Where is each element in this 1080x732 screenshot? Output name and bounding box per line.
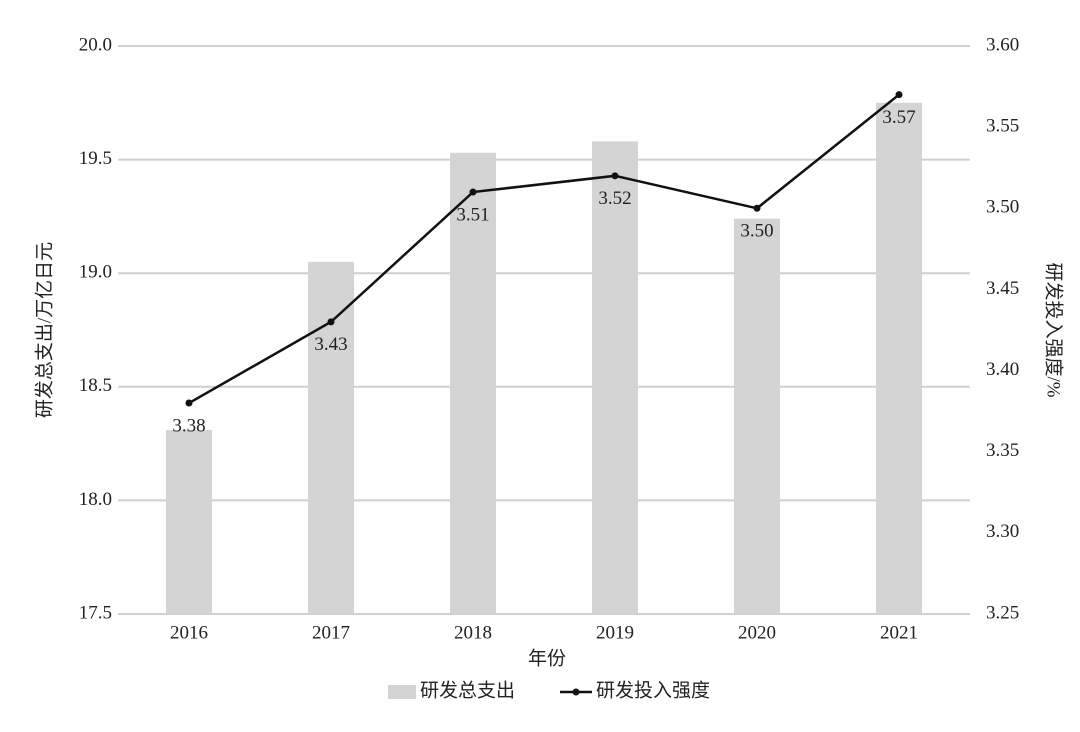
point (895, 91, 903, 99)
y2-tick-label: 3.50 (986, 197, 1019, 218)
legend-label: 研发总支出 (420, 679, 515, 701)
bar (734, 218, 780, 614)
x-tick-label: 2021 (880, 622, 918, 643)
point (185, 399, 193, 407)
point (611, 172, 619, 180)
y2-tick-label: 3.30 (986, 521, 1019, 542)
x-tick-label: 2018 (454, 622, 492, 643)
x-tick-label: 2017 (312, 622, 350, 643)
y2-tick-label: 3.40 (986, 359, 1019, 380)
line (188, 93, 900, 405)
y-tick-label: 20.0 (79, 34, 112, 55)
y2-axis-title: 研发投入强度/% (1043, 262, 1065, 397)
data-label: 3.43 (314, 334, 347, 355)
legend-label: 研发投入强度 (596, 679, 710, 701)
bar (308, 261, 354, 614)
x-tick-label: 2016 (170, 622, 208, 643)
bar (876, 102, 922, 615)
data-label: 3.38 (172, 415, 205, 436)
x-axis-title: 年份 (528, 647, 566, 669)
y-tick-label: 19.5 (79, 148, 112, 169)
point (753, 204, 761, 212)
y-tick-label: 17.5 (79, 602, 112, 623)
y2-tick-label: 3.35 (986, 440, 1019, 461)
data-label: 3.51 (456, 204, 489, 225)
y2-tick-label: 3.55 (986, 116, 1019, 137)
y-tick-label: 19.0 (79, 262, 112, 283)
bar (166, 429, 212, 614)
y2-tick-label: 3.25 (986, 602, 1019, 623)
y-tick-label: 18.5 (79, 375, 112, 396)
x-tick-label: 2019 (596, 622, 634, 643)
bar (592, 141, 638, 614)
legend-swatch-point (572, 688, 580, 696)
point (469, 188, 477, 196)
y-axis-title: 研发总支出/万亿日元 (33, 242, 55, 418)
y2-tick-label: 3.45 (986, 278, 1019, 299)
legend-swatch (388, 685, 416, 699)
point (327, 318, 335, 326)
y-tick-label: 18.0 (79, 489, 112, 510)
data-label: 3.57 (882, 107, 915, 128)
data-label: 3.50 (740, 221, 773, 242)
bar (450, 152, 496, 614)
x-tick-label: 2020 (738, 622, 776, 643)
y2-tick-label: 3.60 (986, 34, 1019, 55)
data-label: 3.52 (598, 188, 631, 209)
